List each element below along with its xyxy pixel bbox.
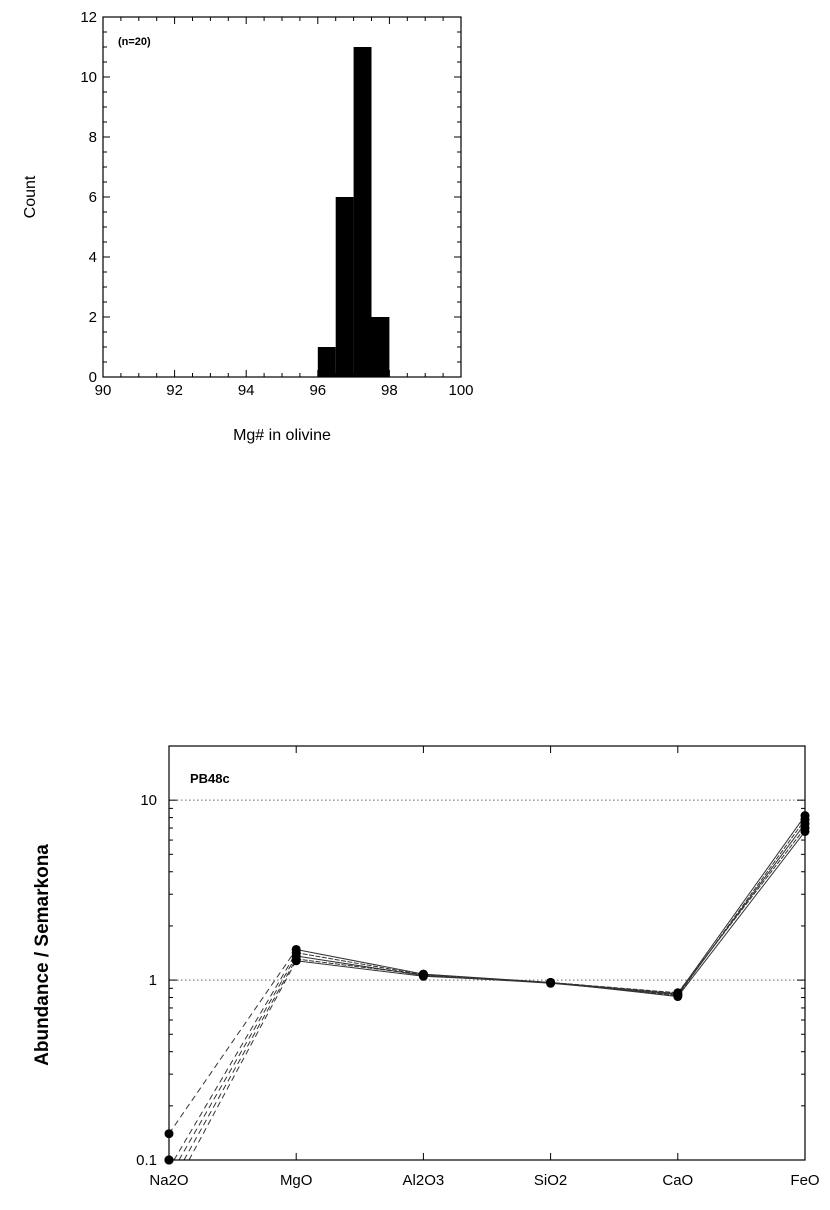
histogram-y-tick-label-0: 0 bbox=[89, 369, 97, 386]
abundance-x-tick-label-1: MgO bbox=[280, 1172, 313, 1189]
abundance-series-points bbox=[164, 811, 810, 1165]
histogram-y-tick-label-2: 4 bbox=[89, 249, 97, 266]
histogram-x-tick-label-5: 100 bbox=[448, 382, 473, 399]
histogram-bars bbox=[317, 47, 390, 377]
abundance-plot-frame bbox=[168, 745, 806, 1161]
abundance-series-2-dashed-segment bbox=[178, 955, 297, 1161]
abundance-x-tick-label-0: Na2O bbox=[149, 1172, 188, 1189]
histogram-bar-1 bbox=[335, 197, 354, 377]
abundance-y-tick-label-1: 1 bbox=[149, 972, 157, 989]
histogram-sample-size-annotation: (n=20) bbox=[118, 36, 151, 48]
histogram-bar-3 bbox=[371, 317, 390, 377]
histogram-plot-frame bbox=[102, 16, 462, 378]
histogram-y-tick-label-4: 8 bbox=[89, 129, 97, 146]
abundance-point-s4-Al2O3 bbox=[418, 971, 428, 981]
abundance-series-4-line bbox=[296, 831, 806, 998]
histogram-x-tick-label-2: 94 bbox=[238, 382, 255, 399]
abundance-point-s4-SiO2 bbox=[546, 977, 556, 987]
abundance-series-0-line bbox=[296, 815, 806, 995]
histogram-chart: 90 92 94 96 98 100 0 2 4 6 8 10 12 (n=20) Mg# in ol… bbox=[22, 9, 474, 444]
abundance-chart: Na2O MgO Al2O3 SiO2 CaO FeO 0.1 1 10 PB48c Abun… bbox=[32, 745, 820, 1189]
abundance-series-1-dashed-segment bbox=[173, 952, 297, 1161]
histogram-bar-0 bbox=[317, 347, 336, 377]
abundance-gridlines bbox=[169, 799, 805, 981]
abundance-y-tick-label-0: 0.1 bbox=[136, 1152, 157, 1169]
abundance-point-s4-MgO bbox=[291, 956, 301, 966]
abundance-sample-annotation: PB48c bbox=[190, 771, 230, 786]
abundance-ticks bbox=[168, 745, 806, 1161]
histogram-x-tick-label-0: 90 bbox=[95, 382, 112, 399]
abundance-y-tick-labels: 0.1 1 10 bbox=[136, 792, 157, 1169]
histogram-y-tick-label-1: 2 bbox=[89, 309, 97, 326]
histogram-x-tick-label-4: 98 bbox=[381, 382, 398, 399]
abundance-series-0-dashed-segment bbox=[168, 949, 297, 1134]
histogram-x-axis-title: Mg# in olivine bbox=[233, 427, 331, 444]
abundance-x-tick-label-4: CaO bbox=[662, 1172, 693, 1189]
abundance-point-s4-CaO bbox=[673, 992, 683, 1002]
abundance-series-2-line bbox=[296, 823, 806, 996]
abundance-x-tick-label-3: SiO2 bbox=[534, 1172, 567, 1189]
histogram-y-tick-label-3: 6 bbox=[89, 189, 97, 206]
abundance-x-tick-label-5: FeO bbox=[790, 1172, 819, 1189]
abundance-series-4-dashed-segment bbox=[188, 960, 297, 1161]
histogram-bar-2 bbox=[353, 47, 372, 377]
abundance-series-1-line bbox=[296, 819, 806, 997]
histogram-x-tick-label-3: 96 bbox=[309, 382, 326, 399]
abundance-y-tick-label-2: 10 bbox=[140, 792, 157, 809]
abundance-x-tick-label-2: Al2O3 bbox=[403, 1172, 445, 1189]
abundance-y-axis-title: Abundance / Semarkona bbox=[32, 844, 53, 1066]
histogram-y-tick-label-5: 10 bbox=[80, 69, 97, 86]
histogram-x-tick-label-1: 92 bbox=[166, 382, 183, 399]
abundance-x-tick-labels: Na2O MgO Al2O3 SiO2 CaO FeO bbox=[149, 1172, 819, 1189]
abundance-series-3-dashed-segment bbox=[183, 958, 297, 1161]
histogram-x-tick-labels: 90 92 94 96 98 100 bbox=[95, 382, 474, 399]
histogram-y-tick-labels: 0 2 4 6 8 10 12 bbox=[80, 9, 97, 386]
histogram-ticks bbox=[102, 16, 462, 378]
abundance-series-lines bbox=[168, 815, 806, 1161]
histogram-y-tick-label-6: 12 bbox=[80, 9, 97, 26]
histogram-y-axis-title: Count bbox=[22, 175, 39, 218]
